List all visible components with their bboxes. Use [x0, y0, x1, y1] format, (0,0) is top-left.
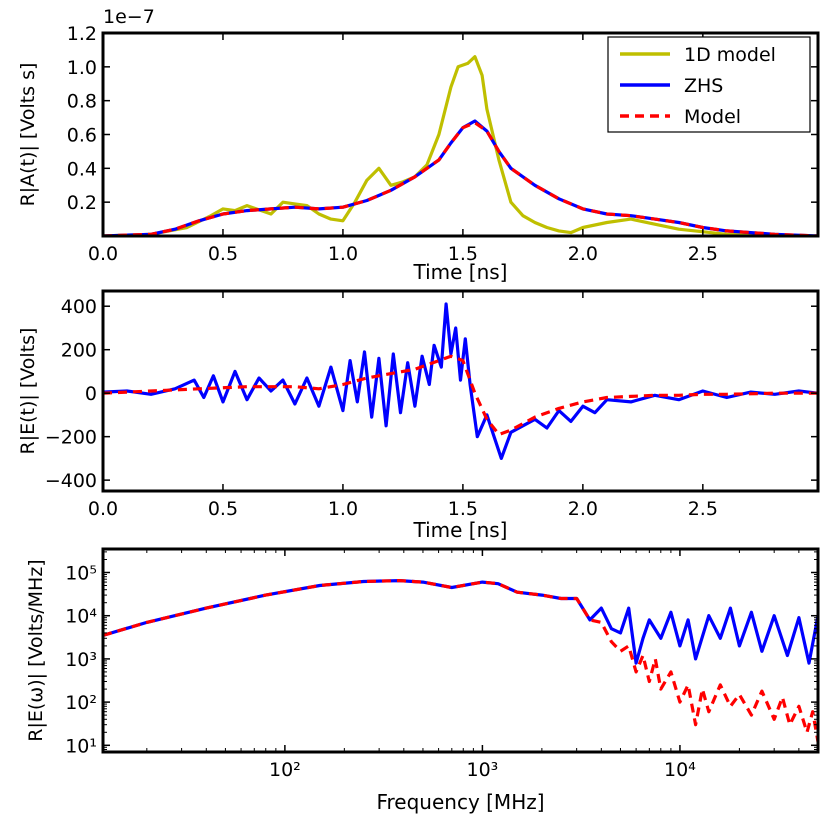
series-group — [103, 302, 818, 460]
y-tick-label: 10¹ — [65, 735, 97, 757]
x-tick-label: 1.0 — [328, 243, 358, 265]
y-tick-label: 1.0 — [67, 57, 97, 79]
x-tick-label: 0.5 — [208, 498, 238, 520]
y-tick-label: 10⁴ — [65, 606, 97, 628]
series-line-zhs — [103, 302, 818, 460]
x-tick-label: 1.0 — [328, 498, 358, 520]
x-tick-label: 2.0 — [568, 498, 598, 520]
y-tick-label: 10² — [65, 692, 97, 714]
x-tick-label: 0.0 — [88, 243, 118, 265]
y-tick-label: 10³ — [65, 649, 97, 671]
y-tick-label: 200 — [61, 340, 97, 362]
legend: 1D model ZHS Model — [607, 36, 811, 133]
x-tick-label: 10⁴ — [664, 759, 696, 781]
x-tick-label: 2.5 — [688, 243, 718, 265]
series-group — [103, 578, 818, 743]
x-tick-label: 10² — [269, 759, 301, 781]
y-tick-label: −400 — [45, 470, 97, 492]
x-tick-label: 0.5 — [208, 243, 238, 265]
series-line-1d-model — [103, 55, 818, 236]
y-tick-label: 0.6 — [67, 125, 97, 147]
series-line-model — [103, 121, 818, 236]
series-line-zhs — [103, 578, 818, 665]
y-tick-label: −200 — [45, 427, 97, 449]
x-tick-label: 1.5 — [448, 243, 478, 265]
legend-label: 1D model — [684, 44, 776, 66]
x-tick-label: 0.0 — [88, 498, 118, 520]
axes-frame — [101, 547, 820, 754]
series-group — [103, 55, 818, 236]
y-tick-label: 10⁵ — [65, 563, 97, 585]
y-tick-label: 1.2 — [67, 23, 97, 45]
series-line-model — [103, 578, 818, 743]
y-axis-label: R|E(ω)| [Volts/MHz] — [25, 559, 47, 741]
y-tick-label: 0.4 — [67, 158, 97, 180]
x-tick-label: 10³ — [467, 759, 499, 781]
x-axis-label: Time [ns] — [412, 260, 507, 284]
y-tick-label: 0.2 — [67, 192, 97, 214]
electric-field-time-panel: 0.0 0.5 1.0 1.5 2.0 2.5 −400 −200 0 200 400 Time [n… — [17, 289, 820, 542]
x-tick-label: 1.5 — [448, 498, 478, 520]
x-tick-label: 2.5 — [688, 498, 718, 520]
electric-field-spectrum-panel: 10² 10³ 10⁴ 10¹ 10² 10³ 10⁴ 10⁵ Frequency [MHz] R… — [25, 547, 820, 814]
axes-frame — [101, 289, 820, 493]
x-axis-label: Frequency [MHz] — [376, 790, 544, 814]
legend-label: Model — [684, 106, 741, 128]
legend-label: ZHS — [684, 75, 723, 97]
y-axis-label: R|A(t)| [Volts s] — [17, 63, 39, 207]
y-axis-label: R|E(t)| [Volts] — [17, 328, 39, 455]
x-axis-label: Time [ns] — [412, 518, 507, 542]
y-scale-offset-label: 1e−7 — [103, 6, 155, 28]
y-tick-label: 0 — [85, 383, 97, 405]
y-tick-label: 0.8 — [67, 91, 97, 113]
y-tick-label: 400 — [61, 296, 97, 318]
series-line-model — [103, 354, 818, 437]
vector-potential-panel: 0.0 0.5 1.0 1.5 2.0 2.5 0.2 0.4 0.6 0.8 1.0 1.2 Time… — [17, 6, 820, 284]
x-tick-label: 2.0 — [568, 243, 598, 265]
